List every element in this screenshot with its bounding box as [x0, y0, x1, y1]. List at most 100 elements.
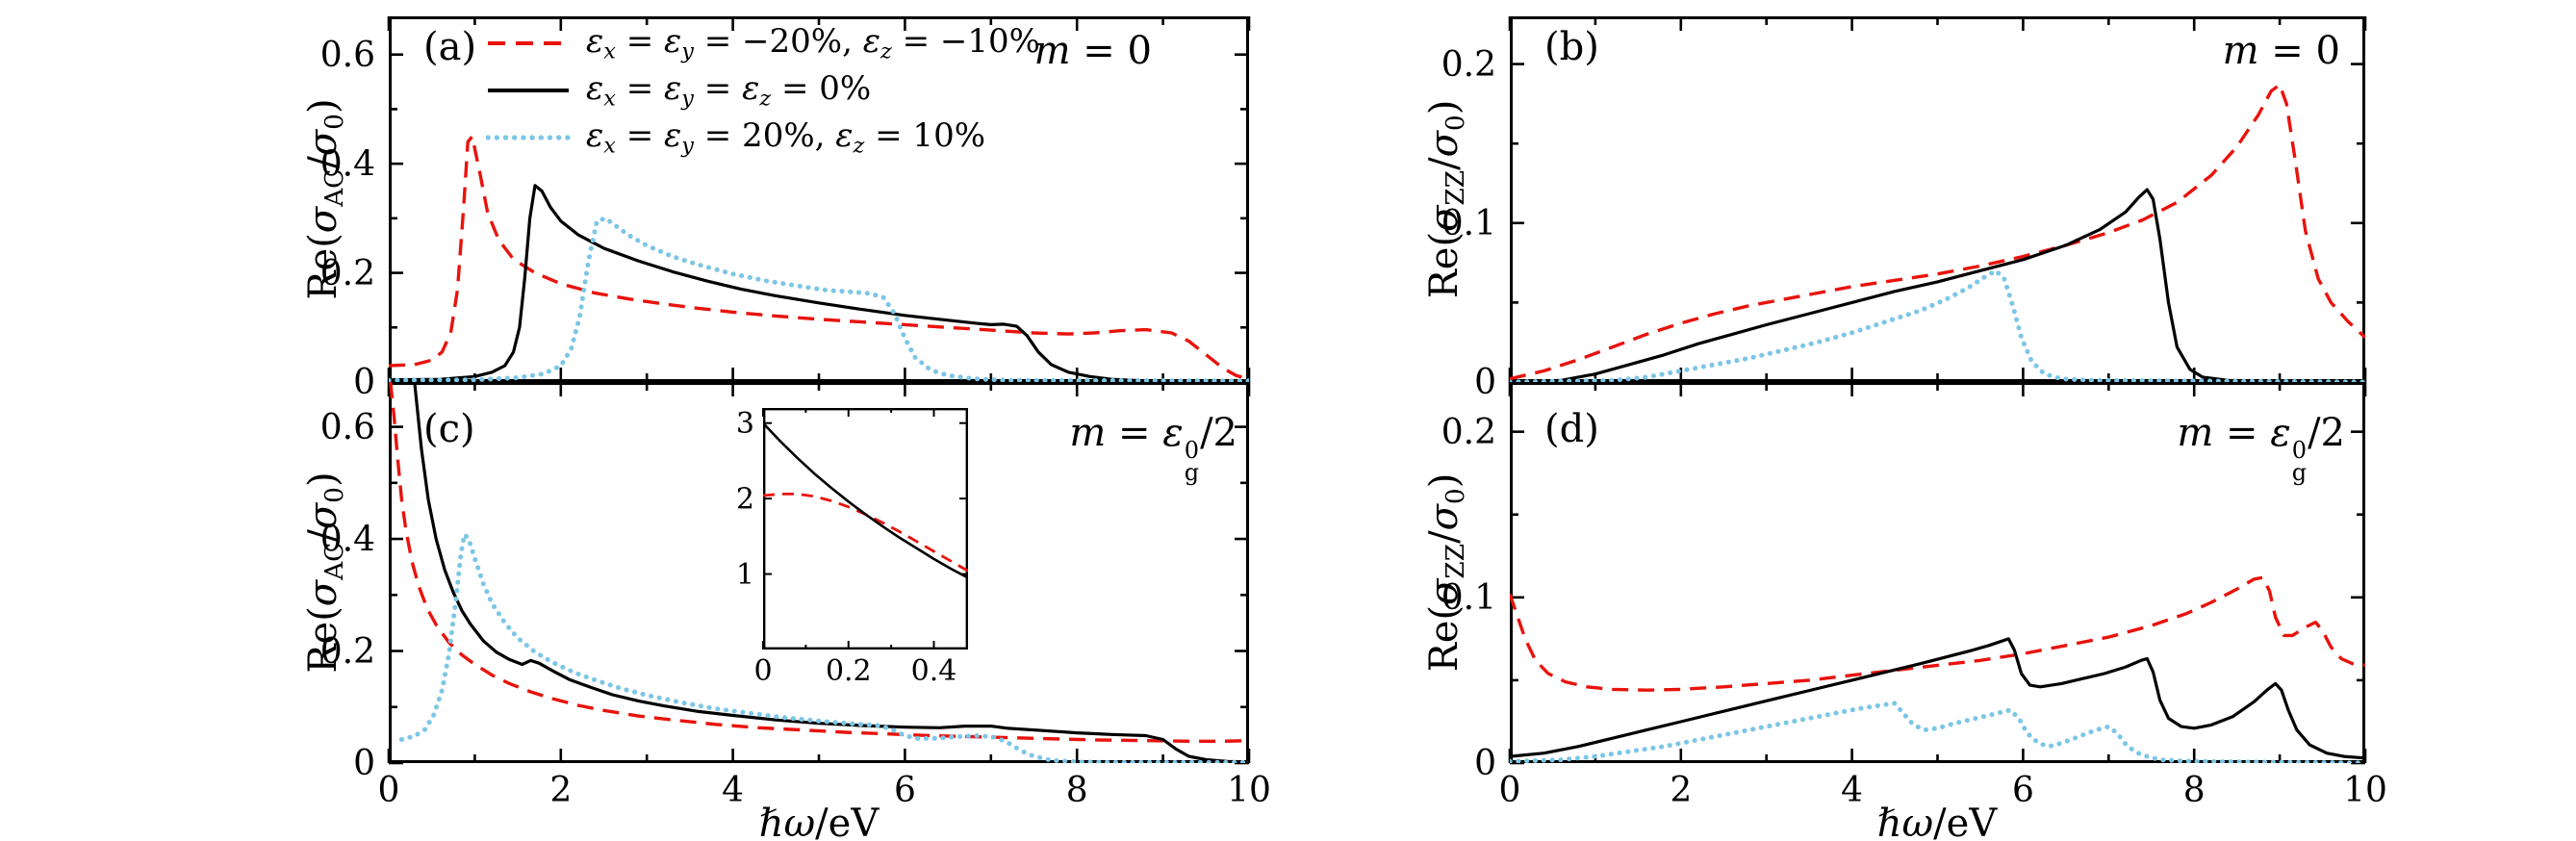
text-part: =: [693, 68, 743, 108]
panel-a-plot: 0 0.2 0.4 0.6: [320, 16, 1251, 402]
series-group: [389, 382, 1249, 763]
text-part: /: [1421, 530, 1467, 544]
text-part: Re(: [1421, 231, 1467, 299]
text-part: σ: [1421, 504, 1467, 531]
x-tick-label: 10: [1227, 771, 1271, 810]
text-part: = 0: [1070, 29, 1152, 73]
y-tick-label: 0: [353, 363, 375, 402]
x-tick-label: 4: [722, 771, 744, 810]
text-part: m: [2222, 29, 2259, 73]
text-part: ℏ: [1876, 802, 1902, 841]
series-strain-minus20: [1510, 83, 2365, 381]
text-part: =: [2213, 411, 2271, 455]
y-tick-label: 0: [1474, 744, 1496, 783]
text-part: /2: [2308, 411, 2345, 455]
text-part: /eV: [815, 802, 880, 841]
text-part: Re(: [1421, 604, 1467, 673]
x-tick-label: 0.4: [911, 654, 957, 688]
x-tick-label: 8: [2183, 771, 2206, 810]
text-part: ε: [664, 115, 682, 155]
text-part: σ: [1421, 205, 1467, 232]
text-part: AC: [319, 168, 350, 207]
legend-item: εx = εy = εz = 0%: [486, 69, 1040, 111]
series-strain-plus20: [389, 216, 1249, 382]
x-tick-label: 8: [1066, 771, 1088, 810]
text-part: σ: [300, 502, 345, 530]
text-part: = 10%: [864, 115, 986, 155]
subscript: g: [1184, 458, 1200, 486]
series-strain-0: [1510, 637, 2365, 760]
series-strain-0: [413, 382, 1249, 763]
text-part: 0: [319, 487, 350, 503]
y-tick-label: 0.4: [320, 144, 375, 184]
panel-tag-c: (c): [423, 407, 475, 451]
text-part: z: [880, 38, 892, 64]
text-part: ): [300, 471, 345, 488]
text-part: σ: [300, 129, 345, 157]
legend-label: εx = εy = 20%, εz = 10%: [586, 116, 985, 158]
series-strain-minus20: [1510, 575, 2365, 692]
annotation-mass-c: m = ε 0 g/2: [1069, 411, 1237, 484]
x-axis-label-left: ℏω/eV: [759, 802, 879, 841]
text-part: /: [300, 529, 345, 543]
y-tick-label: 0.2: [1441, 45, 1496, 85]
text-part: 0: [1441, 115, 1471, 132]
text-part: m: [1069, 411, 1107, 455]
legend-line-sample-solid: [488, 88, 569, 92]
series-strain-minus20: [389, 135, 1249, 381]
text-part: ε: [586, 68, 604, 108]
x-tick-label: 6: [894, 771, 916, 810]
text-part: y: [681, 38, 694, 64]
x-tick-label: 4: [1841, 771, 1863, 810]
text-part: ℏ: [758, 802, 784, 841]
text-part: x: [603, 133, 616, 159]
text-part: ω: [1901, 802, 1934, 841]
text-part: ): [300, 98, 345, 115]
text-part: = −20%,: [693, 21, 863, 61]
superscript: 0: [1184, 437, 1200, 465]
text-part: x: [603, 38, 616, 64]
text-part: AC: [319, 542, 350, 580]
legend-label: εx = εy = εz = 0%: [586, 69, 871, 111]
text-part: ε: [586, 115, 604, 155]
text-part: ε: [2270, 411, 2291, 455]
axis-ticks: [387, 382, 1251, 765]
tick-labels: 0 0.1 0.2: [1441, 45, 1496, 402]
x-tick-label: 6: [2012, 771, 2034, 810]
panel-c-inset-plot: 0 0.2 0.4 1 2 3: [736, 407, 969, 688]
text-part: /: [1421, 157, 1467, 170]
text-part: /: [300, 156, 345, 169]
annotation-mass-a: m = 0: [1034, 29, 1152, 73]
tick-labels: 0 2 4 6 8 10 0 0.1 0.2: [1441, 413, 2387, 810]
y-tick-label: 3: [736, 407, 754, 441]
y-tick-label: 0.1: [1441, 578, 1496, 618]
y-tick-label: 0.1: [1441, 204, 1496, 243]
series-strain-minus20: [389, 382, 1249, 743]
series-strain-0: [389, 184, 1249, 382]
series-strain-plus20: [1510, 701, 2365, 763]
series-group: [389, 135, 1249, 382]
x-tick-label: 0.2: [826, 654, 872, 688]
text-part: x: [603, 86, 616, 112]
text-part: = 0: [2258, 29, 2340, 73]
text-part: = 0%: [771, 68, 872, 108]
legend-line-sample-dotted: [486, 134, 571, 140]
text-part: Re(: [300, 233, 345, 300]
x-tick-label: 10: [2343, 771, 2387, 810]
y-tick-label: 0: [353, 744, 375, 783]
text-part: ω: [783, 802, 816, 841]
y-tick-label: 0.2: [320, 632, 375, 672]
series-strain-plus20: [1510, 268, 2365, 382]
y-axis-label-zz-bottom: Re(σZZ/σ0): [1422, 473, 1470, 673]
text-part: =: [1106, 411, 1163, 455]
y-tick-label: 0.6: [320, 36, 375, 75]
text-part: ε: [1162, 411, 1184, 455]
series-strain-0: [1510, 188, 2365, 382]
text-part: σ: [300, 579, 345, 607]
tick-labels: 0 0.2 0.4 1 2 3: [736, 407, 956, 688]
text-part: ZZ: [1441, 543, 1471, 579]
